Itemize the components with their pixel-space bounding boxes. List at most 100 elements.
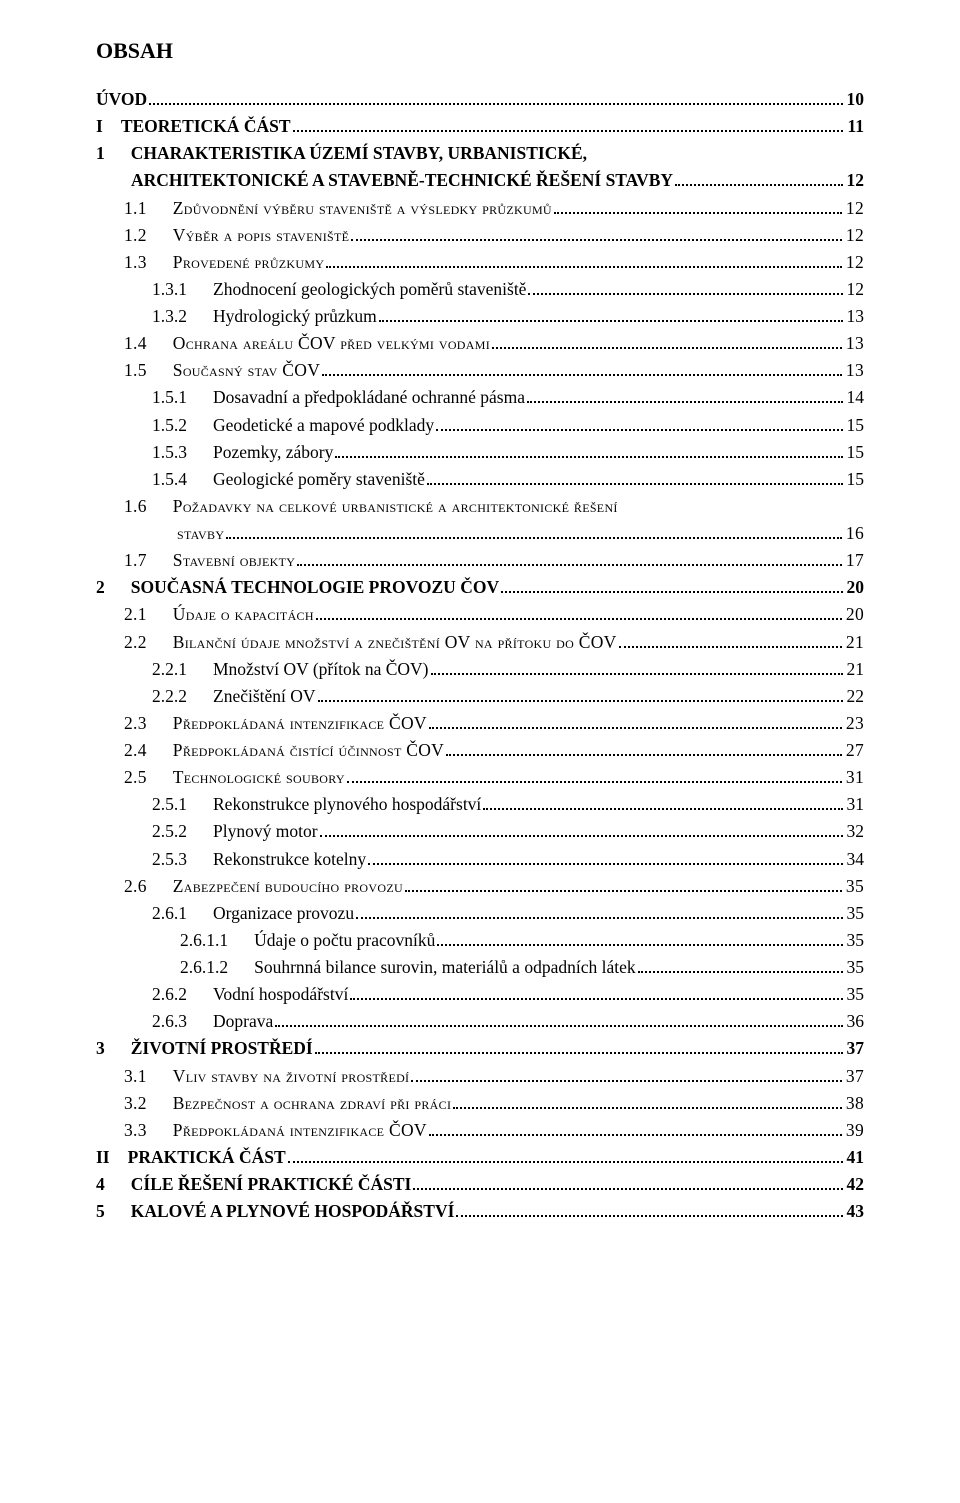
toc-entry-label: Pozemky, zábory bbox=[213, 442, 333, 462]
toc-entry-label: Geodetické a mapové podklady bbox=[213, 415, 434, 435]
toc-page-number: 21 bbox=[844, 629, 864, 656]
toc-page-number: 39 bbox=[844, 1117, 864, 1144]
toc-entry-text: 1.5.1Dosavadní a předpokládané ochranné … bbox=[152, 384, 525, 411]
toc-entry-number: 3.3 bbox=[124, 1117, 147, 1144]
toc-entry-text: 2.2Bilanční údaje množství a znečištění … bbox=[124, 629, 617, 656]
toc-entry-text: ITEORETICKÁ ČÁST bbox=[96, 113, 291, 140]
toc-page-number: 34 bbox=[845, 846, 865, 873]
toc-entry: IIPRAKTICKÁ ČÁST41 bbox=[96, 1144, 864, 1171]
toc-page-number: 37 bbox=[845, 1035, 865, 1062]
toc-page-number: 31 bbox=[844, 764, 864, 791]
toc-entry: 2.6.1.2Souhrnná bilance surovin, materiá… bbox=[96, 954, 864, 981]
toc-entry: 2.6Zabezpečení budoucího provozu35 bbox=[96, 873, 864, 900]
toc-leader-dots bbox=[318, 690, 843, 702]
toc-entry-label: Geologické poměry staveniště bbox=[213, 469, 425, 489]
toc-leader-dots bbox=[356, 907, 842, 919]
toc-page-number: 38 bbox=[844, 1090, 864, 1117]
toc-entry-label: Souhrnná bilance surovin, materiálů a od… bbox=[254, 957, 635, 977]
toc-entry-text: 1.5.4Geologické poměry staveniště bbox=[152, 466, 425, 493]
toc-entry-number: 1.1 bbox=[124, 195, 147, 222]
toc-title: OBSAH bbox=[96, 38, 864, 64]
toc-leader-dots bbox=[429, 717, 842, 729]
toc-entry-label: Technologické soubory bbox=[173, 767, 345, 787]
toc-entry-number: 1.5 bbox=[124, 357, 147, 384]
toc-entry-label: stavby bbox=[177, 523, 224, 543]
toc-leader-dots bbox=[316, 609, 842, 621]
toc-page-number: 31 bbox=[845, 791, 865, 818]
toc-entry: ITEORETICKÁ ČÁST11 bbox=[96, 113, 864, 140]
toc-entry-label: Doprava bbox=[213, 1011, 273, 1031]
toc-entry-text: 2.4Předpokládaná čistící účinnost ČOV bbox=[124, 737, 444, 764]
toc-entry-number: 1.2 bbox=[124, 222, 147, 249]
toc-entry-text: 1.3.1Zhodnocení geologických poměrů stav… bbox=[152, 276, 526, 303]
toc-entry-text: 4CÍLE ŘEŠENÍ PRAKTICKÉ ČÁSTI bbox=[96, 1171, 411, 1198]
toc-entry: 2.3Předpokládaná intenzifikace ČOV23 bbox=[96, 710, 864, 737]
toc-page-number: 23 bbox=[844, 710, 864, 737]
toc-entry: 2.5Technologické soubory 31 bbox=[96, 764, 864, 791]
toc-entry-text: 2.1Údaje o kapacitách bbox=[124, 601, 314, 628]
toc-entry-label: ÚVOD bbox=[96, 89, 147, 109]
toc-entry-label: Stavební objekty bbox=[173, 550, 295, 570]
toc-entry-text: 2.6.2Vodní hospodářství bbox=[152, 981, 348, 1008]
toc-leader-dots bbox=[528, 283, 842, 295]
toc-entry: 1.5Současný stav ČOV13 bbox=[96, 357, 864, 384]
toc-entry-label: SOUČASNÁ TECHNOLOGIE PROVOZU ČOV bbox=[131, 577, 499, 597]
toc-entry-text: 1.4Ochrana areálu ČOV před velkými vodam… bbox=[124, 330, 490, 357]
toc-leader-dots bbox=[226, 527, 842, 539]
toc-entry-label: Předpokládaná intenzifikace ČOV bbox=[173, 713, 427, 733]
toc-entry-number: 2.5.1 bbox=[152, 791, 187, 818]
toc-entry-text: 5KALOVÉ A PLYNOVÉ HOSPODÁŘSTVÍ bbox=[96, 1198, 454, 1225]
toc-page-number: 13 bbox=[845, 303, 865, 330]
toc-entry-label: PRAKTICKÁ ČÁST bbox=[128, 1147, 286, 1167]
toc-entry: 2.2Bilanční údaje množství a znečištění … bbox=[96, 629, 864, 656]
toc-leader-dots bbox=[335, 446, 842, 458]
toc-entry: ÚVOD10 bbox=[96, 86, 864, 113]
toc-entry-label: Zabezpečení budoucího provozu bbox=[173, 876, 403, 896]
toc-entry-text: 2.2.1Množství OV (přítok na ČOV) bbox=[152, 656, 429, 683]
toc-entry: 2.2.1Množství OV (přítok na ČOV) 21 bbox=[96, 656, 864, 683]
toc-page-number: 21 bbox=[845, 656, 865, 683]
toc-leader-dots bbox=[320, 826, 843, 838]
toc-entry-number: 2.6.3 bbox=[152, 1008, 187, 1035]
toc-entry-text: 3.2Bezpečnost a ochrana zdraví při práci bbox=[124, 1090, 451, 1117]
toc-entry-label: ARCHITEKTONICKÉ A STAVEBNĚ-TECHNICKÉ ŘEŠ… bbox=[131, 170, 673, 190]
toc-entry-text: 1.2 Výběr a popis staveniště bbox=[124, 222, 349, 249]
toc-page-number: 35 bbox=[845, 927, 865, 954]
toc-entry-label: CHARAKTERISTIKA ÚZEMÍ STAVBY, URBANISTIC… bbox=[131, 143, 587, 163]
toc-entry-number: 2.6.2 bbox=[152, 981, 187, 1008]
toc-entry: 1.2Výběr a popis staveniště12 bbox=[96, 222, 864, 249]
toc-page-number: 12 bbox=[845, 276, 865, 303]
toc-entry-number: 2.1 bbox=[124, 601, 147, 628]
toc-entry: 2SOUČASNÁ TECHNOLOGIE PROVOZU ČOV20 bbox=[96, 574, 864, 601]
toc-page-number: 15 bbox=[845, 412, 865, 439]
toc-entry-label: Organizace provozu bbox=[213, 903, 354, 923]
toc-entry-number: 2.6 bbox=[124, 873, 147, 900]
toc-entry: 2.6.1 Organizace provozu 35 bbox=[96, 900, 864, 927]
toc-leader-dots bbox=[492, 338, 842, 350]
toc-page-number: 15 bbox=[845, 466, 865, 493]
toc-page-number: 35 bbox=[845, 900, 865, 927]
toc-entry-number: 3 bbox=[96, 1035, 105, 1062]
toc-entry-text: 1.7Stavební objekty bbox=[124, 547, 295, 574]
toc-entry-number: I bbox=[96, 113, 103, 140]
toc-leader-dots bbox=[456, 1206, 842, 1218]
toc-entry-label: Rekonstrukce kotelny bbox=[213, 849, 366, 869]
toc-entry-text: 2.5Technologické soubory bbox=[124, 764, 345, 791]
toc-entry-number: 2.2 bbox=[124, 629, 147, 656]
toc-leader-dots bbox=[501, 582, 842, 594]
toc-entry-number: 2.6.1 bbox=[152, 900, 187, 927]
toc-entry-text: 1.3.2Hydrologický průzkum bbox=[152, 303, 377, 330]
toc-entry-number: 2.4 bbox=[124, 737, 147, 764]
toc-leader-dots bbox=[431, 663, 843, 675]
toc-leader-dots bbox=[437, 934, 842, 946]
toc-entry-label: Znečištění OV bbox=[213, 686, 316, 706]
toc-entry-number: 1.5.2 bbox=[152, 412, 187, 439]
toc-entry: 2.5.2Plynový motor32 bbox=[96, 818, 864, 845]
toc-leader-dots bbox=[619, 636, 842, 648]
toc-entry-number: 3.2 bbox=[124, 1090, 147, 1117]
toc-entry-number: 1 bbox=[96, 140, 105, 167]
toc-entry: 1.5.3Pozemky, zábory15 bbox=[96, 439, 864, 466]
toc-entry: 2.6.1.1Údaje o počtu pracovníků 35 bbox=[96, 927, 864, 954]
toc-entry-text: 2.6.1.1Údaje o počtu pracovníků bbox=[180, 927, 435, 954]
toc-entry-label: Výběr a popis staveniště bbox=[173, 225, 349, 245]
